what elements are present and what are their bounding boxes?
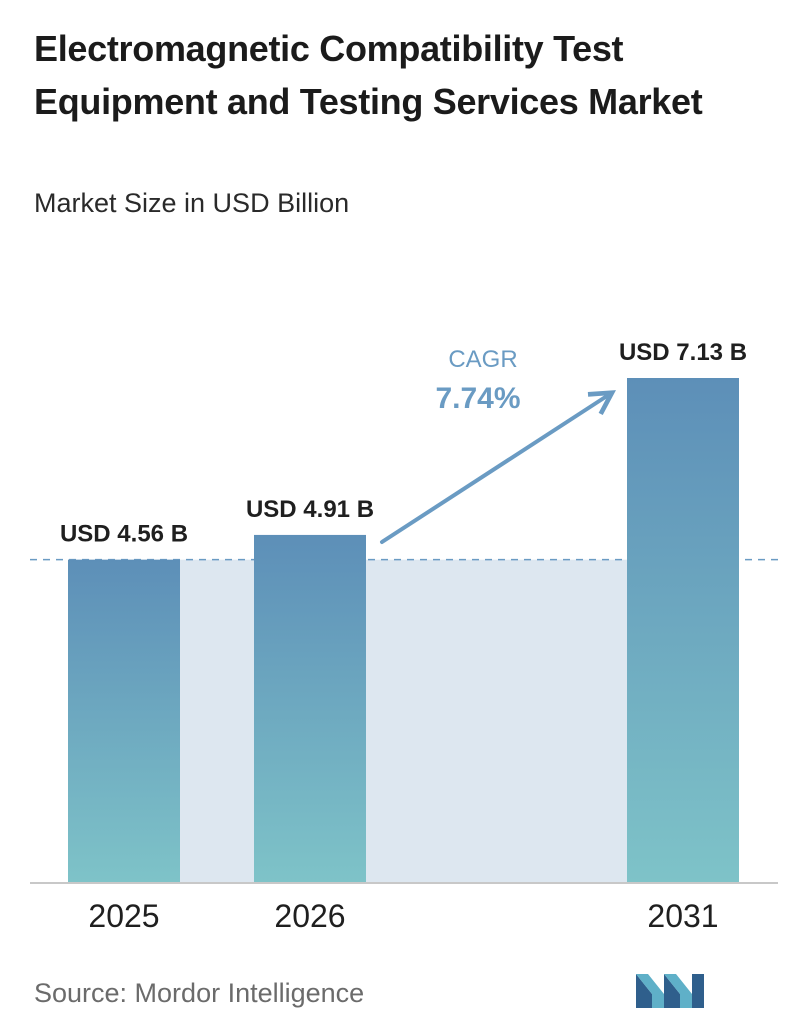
x-tick-label-2025: 2025 [88, 898, 159, 934]
chart-title: Electromagnetic Compatibility Test Equip… [34, 28, 703, 122]
value-label-2031: USD 7.13 B [619, 339, 747, 366]
x-tick-label-2026: 2026 [274, 898, 345, 934]
source-credit: Source: Mordor Intelligence [34, 978, 365, 1008]
x-tick-label-2031: 2031 [647, 898, 718, 934]
bar-2025 [68, 559, 180, 882]
value-label-2026: USD 4.91 B [246, 496, 374, 523]
cagr-value: 7.74% [435, 382, 520, 415]
bar-2031 [627, 378, 739, 882]
chart-subtitle: Market Size in USD Billion [34, 188, 350, 218]
value-label-2025: USD 4.56 B [60, 521, 188, 548]
cagr-label: CAGR [448, 346, 517, 373]
bar-2026 [254, 534, 366, 882]
mordor-intelligence-logo-icon [636, 974, 704, 1008]
cagr-arrow [380, 394, 610, 544]
